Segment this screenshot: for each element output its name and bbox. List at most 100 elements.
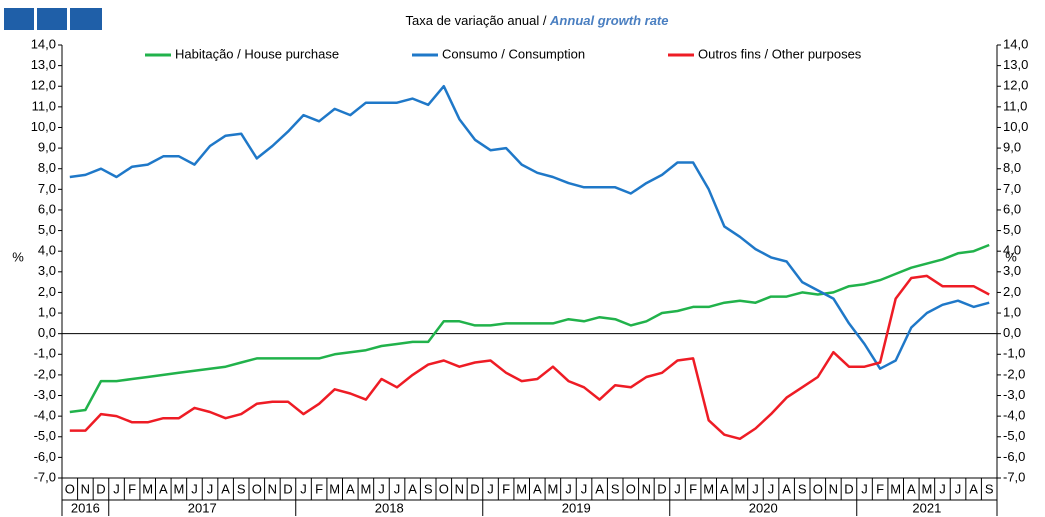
x-tick-label: J	[207, 481, 214, 496]
y-tick-label: -2,0	[34, 366, 56, 381]
x-tick-label: S	[424, 481, 433, 496]
year-label: 2018	[375, 500, 404, 515]
year-label: 2016	[71, 500, 100, 515]
x-tick-label: S	[798, 481, 807, 496]
x-tick-label: D	[470, 481, 479, 496]
x-tick-label: D	[96, 481, 105, 496]
logo-block	[4, 8, 34, 30]
x-tick-label: A	[221, 481, 230, 496]
y-tick-label: 8,0	[38, 160, 56, 175]
x-tick-label: N	[81, 481, 90, 496]
y-tick-label: 0,0	[38, 325, 56, 340]
y-axis-label: %	[12, 249, 24, 264]
y-tick-label: 13,0	[31, 57, 56, 72]
x-tick-label: M	[329, 481, 340, 496]
x-tick-label: M	[360, 481, 371, 496]
x-tick-label: J	[768, 481, 775, 496]
y-tick-label: 2,0	[38, 284, 56, 299]
y-tick-label: 4,0	[38, 243, 56, 258]
y2-axis-label: %	[1005, 249, 1017, 264]
x-tick-label: A	[969, 481, 978, 496]
title-en: Annual growth rate	[549, 13, 668, 28]
y-tick-label: 9,0	[38, 140, 56, 155]
x-tick-label: O	[813, 481, 823, 496]
x-tick-label: A	[907, 481, 916, 496]
y2-tick-label: 0,0	[1003, 325, 1021, 340]
x-tick-label: M	[734, 481, 745, 496]
chart-title: Taxa de variação anual / Annual growth r…	[406, 13, 669, 28]
y-tick-label: 6,0	[38, 201, 56, 216]
y2-tick-label: -2,0	[1003, 366, 1025, 381]
x-tick-label: J	[378, 481, 385, 496]
y2-tick-label: 8,0	[1003, 160, 1021, 175]
title-pt: Taxa de variação anual /	[406, 13, 551, 28]
y2-tick-label: 11,0	[1003, 98, 1027, 113]
legend-label: Habitação / House purchase	[175, 46, 339, 61]
y2-tick-label: -6,0	[1003, 449, 1025, 464]
y-tick-label: 1,0	[38, 304, 56, 319]
y2-tick-label: -5,0	[1003, 428, 1025, 443]
year-label: 2020	[749, 500, 778, 515]
x-tick-label: F	[502, 481, 510, 496]
x-tick-label: S	[985, 481, 994, 496]
y-tick-label: 10,0	[31, 119, 56, 134]
y-tick-label: -7,0	[34, 469, 56, 484]
y2-tick-label: -7,0	[1003, 469, 1025, 484]
x-tick-label: F	[876, 481, 884, 496]
y2-tick-label: -1,0	[1003, 346, 1025, 361]
logo-block	[37, 8, 67, 30]
x-tick-label: J	[674, 481, 681, 496]
y-tick-label: 11,0	[32, 98, 56, 113]
legend-label: Outros fins / Other purposes	[698, 46, 862, 61]
y-tick-label: -3,0	[34, 387, 56, 402]
x-tick-label: D	[283, 481, 292, 496]
y-tick-label: 5,0	[38, 222, 56, 237]
x-tick-label: M	[516, 481, 527, 496]
y2-tick-label: 7,0	[1003, 181, 1021, 196]
x-tick-label: D	[657, 481, 666, 496]
x-tick-label: J	[113, 481, 120, 496]
x-tick-label: N	[268, 481, 277, 496]
x-tick-label: J	[300, 481, 307, 496]
x-tick-label: J	[939, 481, 946, 496]
y2-tick-label: 2,0	[1003, 284, 1021, 299]
x-tick-label: M	[921, 481, 932, 496]
y2-tick-label: 5,0	[1003, 222, 1021, 237]
y2-tick-label: 13,0	[1003, 57, 1028, 72]
y-tick-label: 12,0	[31, 78, 56, 93]
x-tick-label: N	[642, 481, 651, 496]
x-tick-label: F	[689, 481, 697, 496]
x-tick-label: A	[782, 481, 791, 496]
year-label: 2019	[562, 500, 591, 515]
y2-tick-label: 3,0	[1003, 263, 1021, 278]
y-tick-label: -1,0	[34, 346, 56, 361]
x-tick-label: A	[346, 481, 355, 496]
year-label: 2017	[188, 500, 217, 515]
logo-block	[70, 8, 102, 30]
legend-label: Consumo / Consumption	[442, 46, 585, 61]
y-tick-label: 3,0	[38, 263, 56, 278]
x-tick-label: A	[533, 481, 542, 496]
y2-tick-label: 6,0	[1003, 201, 1021, 216]
y-tick-label: 14,0	[31, 36, 56, 51]
x-tick-label: O	[65, 481, 75, 496]
x-tick-label: J	[487, 481, 494, 496]
x-tick-label: F	[128, 481, 136, 496]
y2-tick-label: 12,0	[1003, 78, 1028, 93]
x-tick-label: J	[565, 481, 572, 496]
x-tick-label: O	[439, 481, 449, 496]
x-tick-label: S	[237, 481, 246, 496]
series-line	[69, 84, 990, 370]
x-tick-label: F	[315, 481, 323, 496]
x-tick-label: A	[159, 481, 168, 496]
year-label: 2021	[912, 500, 941, 515]
x-tick-label: O	[626, 481, 636, 496]
x-tick-label: M	[890, 481, 901, 496]
y2-tick-label: -4,0	[1003, 408, 1025, 423]
x-tick-label: A	[408, 481, 417, 496]
x-tick-label: M	[142, 481, 153, 496]
y-tick-label: -6,0	[34, 449, 56, 464]
y2-tick-label: 1,0	[1003, 304, 1021, 319]
x-tick-label: O	[252, 481, 262, 496]
